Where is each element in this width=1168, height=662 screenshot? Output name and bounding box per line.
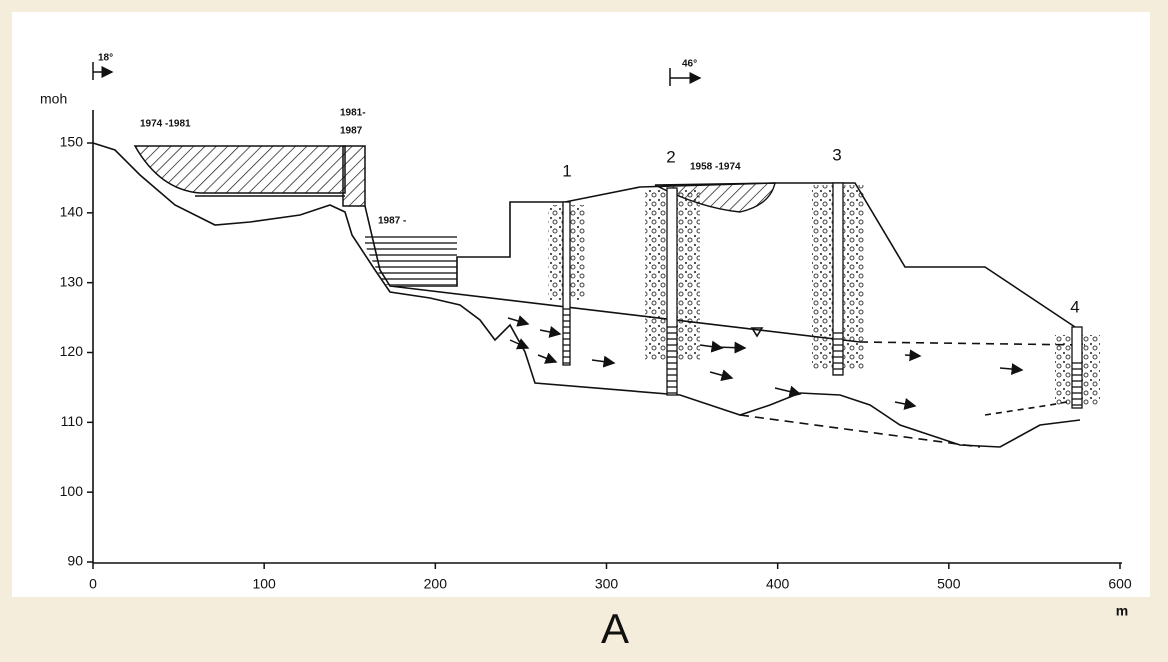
figure-panel	[12, 12, 1150, 597]
well-label: 2	[666, 147, 675, 166]
annotation: 1974 -1981	[140, 119, 191, 130]
annotation: 1987 -	[378, 216, 406, 227]
annotation: 18°	[98, 53, 113, 64]
x-tick-label: 100	[252, 576, 276, 592]
x-tick-label: 0	[89, 576, 97, 592]
y-tick-label: 120	[60, 343, 84, 359]
well-label: 4	[1070, 297, 1079, 316]
x-tick-label: 300	[595, 576, 619, 592]
annotation: 46°	[682, 59, 697, 70]
y-tick-label: 130	[60, 273, 84, 289]
y-tick-label: 90	[67, 553, 83, 569]
x-tick-label: 500	[937, 576, 961, 592]
caption: A	[601, 605, 629, 652]
x-tick-label: 400	[766, 576, 790, 592]
well-4-screen	[1072, 360, 1082, 408]
y-tick-label: 110	[61, 413, 84, 429]
y-tick-label: 150	[60, 134, 84, 150]
y-axis-label: moh	[40, 91, 67, 107]
x-axis-label: m	[1116, 603, 1128, 619]
annotation: 1987	[340, 126, 363, 137]
reservoir-1981-1987	[343, 146, 365, 206]
figure: moh m 90 100 110 120 130 140 150 0 100 200 300 400 5…	[0, 0, 1168, 657]
well-3-screen	[833, 330, 843, 375]
x-tick-label: 200	[424, 576, 448, 592]
y-tick-label: 140	[60, 204, 84, 220]
well-2-screen	[667, 325, 677, 395]
annotation: 1981-	[340, 108, 366, 119]
annotation: 1958 -1974	[690, 162, 741, 173]
x-tick-label: 600	[1108, 576, 1132, 592]
well-1-screen	[563, 305, 570, 365]
well-label: 1	[562, 161, 571, 180]
y-tick-label: 100	[60, 483, 84, 499]
well-label: 3	[832, 145, 841, 164]
